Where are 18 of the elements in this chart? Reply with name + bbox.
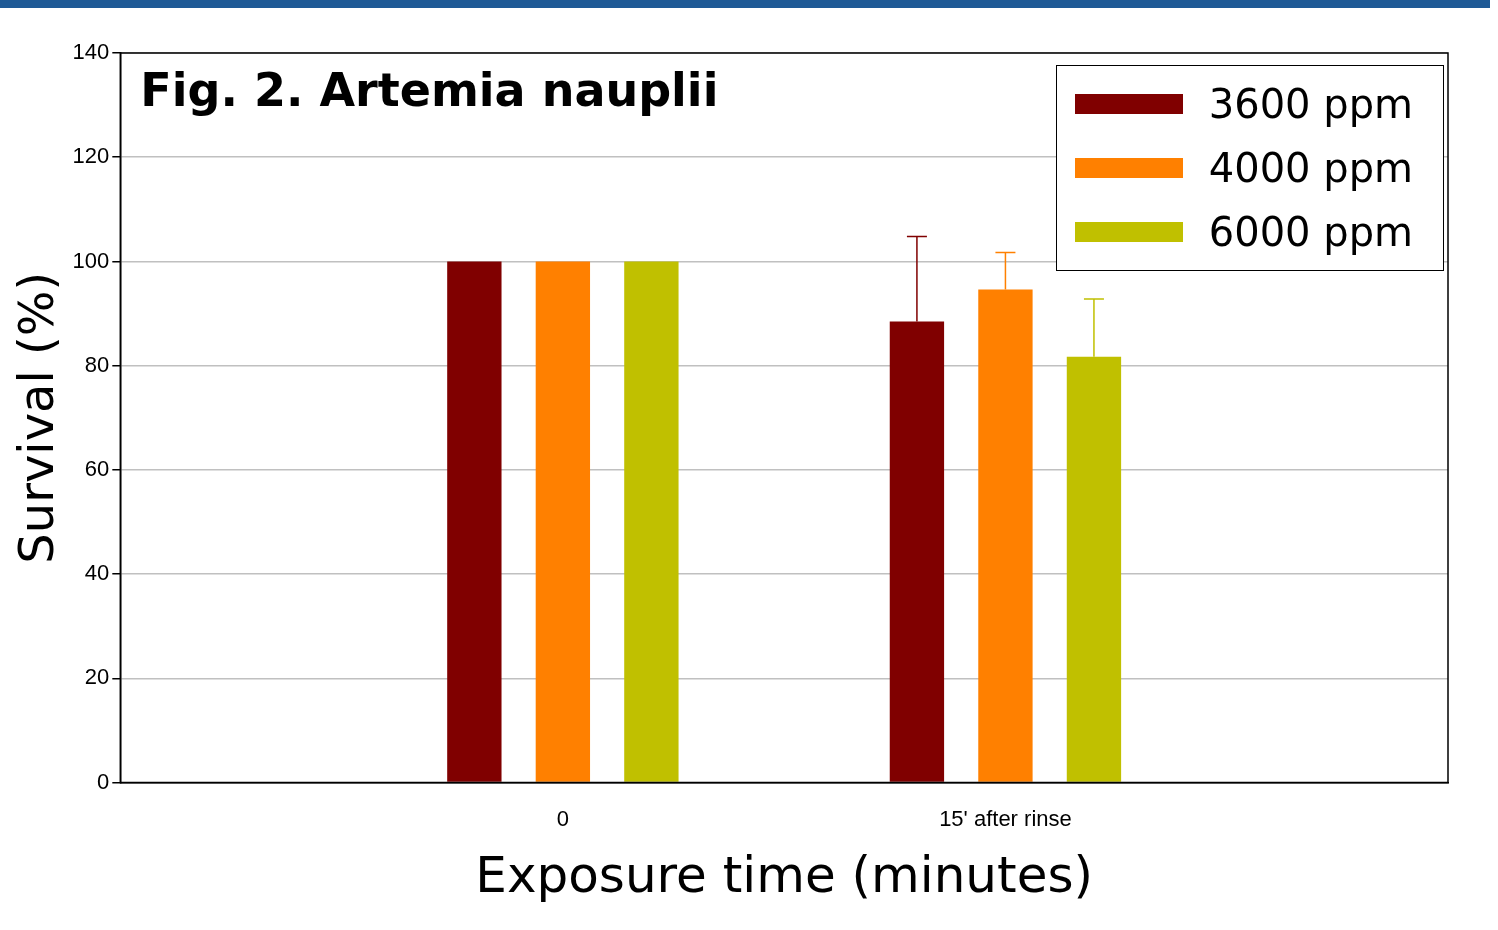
bar [447, 261, 502, 782]
chart-title: Fig. 2. Artemia nauplii [140, 62, 719, 117]
y-tick-label: 20 [84, 664, 110, 690]
bar [624, 261, 679, 782]
y-tick-label: 120 [72, 143, 110, 169]
y-tick-label: 100 [72, 247, 110, 273]
legend-label: 3600 ppm [1208, 81, 1413, 127]
legend-label: 4000 ppm [1208, 145, 1413, 191]
x-axis-title: Exposure time (minutes) [475, 845, 1093, 904]
y-tick-label: 140 [72, 39, 110, 65]
bar [535, 261, 591, 782]
y-tick-label: 40 [84, 560, 110, 586]
x-tick-label: 15' after rinse [939, 805, 1072, 831]
y-tick-label: 0 [97, 768, 110, 794]
y-tick-label: 80 [84, 351, 110, 377]
y-axis-title: Survival (%) [8, 271, 65, 564]
legend-label: 6000 ppm [1208, 209, 1413, 255]
y-tick-label: 60 [84, 455, 110, 481]
